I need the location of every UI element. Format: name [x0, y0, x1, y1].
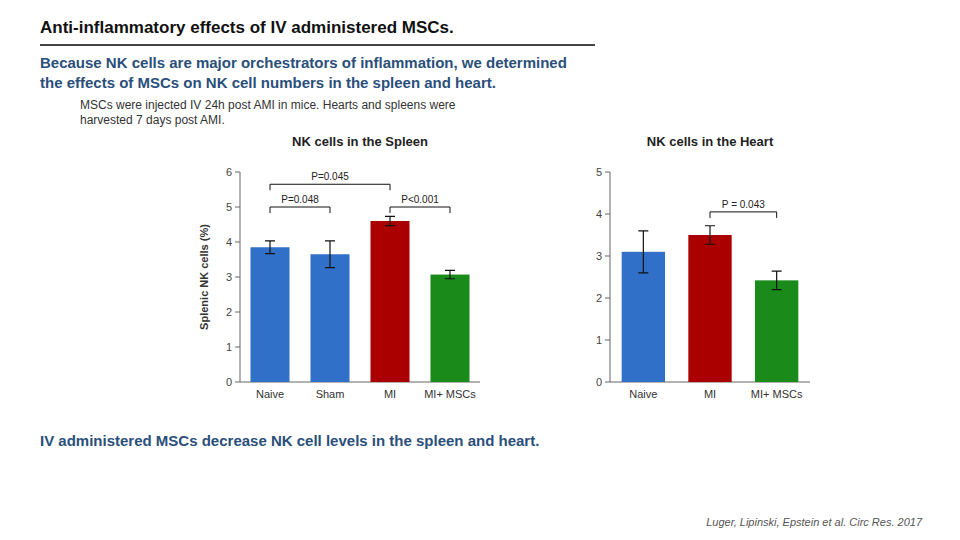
annotation: P = 0.043 [722, 199, 765, 210]
y-axis-label: Splenic NK cells (%) [198, 224, 210, 330]
y-tick-label: 2 [226, 306, 232, 318]
error-bar [445, 270, 455, 278]
marks [622, 212, 799, 382]
y-tick [235, 347, 240, 348]
y-tick [235, 382, 240, 383]
y-tick-label: 3 [226, 271, 232, 283]
body-text: harvested 7 days post AMI. [80, 113, 225, 127]
subtitle: Because NK cells are major orchestrators… [40, 54, 567, 71]
chart: NK cells in the Spleen 0 1 2 3 4 5 6 Splenic NK … [198, 134, 480, 400]
y-tick-label: 2 [596, 292, 602, 304]
chart-title: NK cells in the Heart [647, 134, 774, 149]
x-tick-label: Naive [629, 388, 657, 400]
significance-bracket [270, 184, 390, 190]
x-tick-label: MI+ MSCs [751, 388, 803, 400]
bar [311, 254, 350, 382]
x-tick-label: Sham [316, 388, 345, 400]
marks [251, 184, 470, 382]
bar [371, 221, 410, 382]
y-axis [610, 172, 611, 382]
y-tick-label: 6 [226, 166, 232, 178]
y-tick [235, 242, 240, 243]
y-tick-label: 1 [596, 334, 602, 346]
y-tick-label: 0 [226, 376, 232, 388]
significance-bracket [270, 207, 330, 213]
y-tick-label: 4 [596, 208, 602, 220]
y-tick [235, 207, 240, 208]
title-rule [40, 44, 595, 46]
y-tick-label: 1 [226, 341, 232, 353]
bar [755, 280, 798, 382]
x-tick-label: Naive [256, 388, 284, 400]
citation: Luger, Lipinski, Epstein et al. Circ Res… [706, 516, 922, 528]
x-tick-label: MI [704, 388, 716, 400]
error-bar [638, 231, 648, 273]
significance-bracket [390, 207, 450, 213]
y-tick-label: 4 [226, 236, 232, 248]
x-tick-label: MI [384, 388, 396, 400]
x-tick-label: MI+ MSCs [424, 388, 476, 400]
y-tick-label: 0 [596, 376, 602, 388]
annotation: P=0.048 [281, 194, 319, 205]
y-tick [235, 312, 240, 313]
body-text: MSCs were injected IV 24h post AMI in mi… [80, 98, 456, 112]
page-title: Anti-inflammatory effects of IV administ… [40, 18, 454, 38]
bar [688, 235, 731, 382]
y-tick [605, 256, 610, 257]
error-bar [325, 241, 335, 268]
chart-title: NK cells in the Spleen [292, 134, 428, 149]
chart: NK cells in the Heart 0 1 2 3 4 5 Naive MI MI+ MS… [596, 134, 810, 400]
error-bar [385, 216, 395, 225]
charts: NK cells in the Spleen 0 1 2 3 4 5 6 Splenic NK … [0, 0, 960, 540]
significance-bracket [710, 212, 777, 218]
y-tick-label: 5 [596, 166, 602, 178]
bar [251, 247, 290, 382]
subtitle: the effects of MSCs on NK cell numbers i… [40, 74, 496, 91]
y-tick-label: 3 [596, 250, 602, 262]
y-tick-label: 5 [226, 201, 232, 213]
y-axis [240, 172, 241, 382]
error-bar [772, 271, 782, 289]
y-tick [605, 298, 610, 299]
conclusion: IV administered MSCs decrease NK cell le… [40, 432, 539, 449]
error-bar [265, 241, 275, 254]
bar [431, 275, 470, 382]
y-tick [605, 214, 610, 215]
y-tick [605, 172, 610, 173]
y-tick [605, 340, 610, 341]
error-bar [705, 226, 715, 244]
annotation: P<0.001 [401, 194, 439, 205]
y-tick [235, 172, 240, 173]
y-tick [235, 277, 240, 278]
y-tick [605, 382, 610, 383]
annotation: P=0.045 [311, 171, 349, 182]
